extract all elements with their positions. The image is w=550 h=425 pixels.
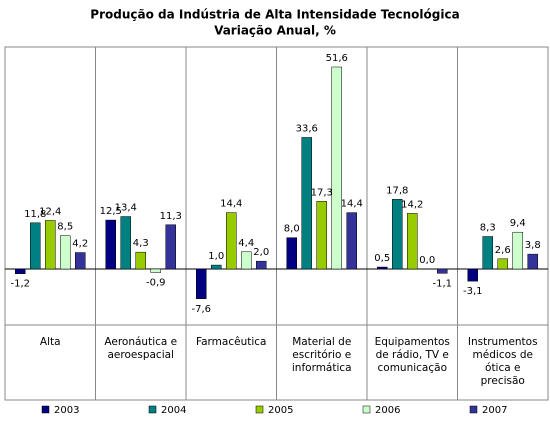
x-tick-label: Instrumentos médicos de ótica e precisão bbox=[467, 336, 538, 387]
value-label: -3,1 bbox=[463, 286, 483, 297]
bar bbox=[527, 253, 538, 270]
x-tick-label: Alta bbox=[39, 336, 61, 348]
bar bbox=[437, 268, 448, 274]
legend-label: 2004 bbox=[161, 405, 186, 416]
bar bbox=[467, 268, 478, 282]
value-label: 2,0 bbox=[253, 247, 269, 258]
legend-marker bbox=[148, 405, 157, 414]
legend-label: 2005 bbox=[268, 405, 293, 416]
value-label: 2,6 bbox=[495, 245, 511, 256]
bar bbox=[105, 219, 116, 270]
value-label: 51,6 bbox=[326, 53, 348, 64]
bar bbox=[346, 212, 357, 270]
bar bbox=[377, 266, 388, 270]
legend-label: 2006 bbox=[375, 405, 400, 416]
bar bbox=[45, 220, 56, 270]
x-tick-label: Farmacêutica bbox=[196, 336, 267, 348]
legend-marker bbox=[362, 405, 371, 414]
bar bbox=[241, 251, 252, 270]
value-label: 8,3 bbox=[480, 223, 496, 234]
bar bbox=[482, 236, 493, 270]
bar bbox=[75, 252, 86, 270]
value-label: 11,8 bbox=[24, 209, 46, 220]
bar bbox=[301, 137, 312, 270]
legend-marker bbox=[255, 405, 264, 414]
legend-label: 2003 bbox=[54, 405, 79, 416]
value-label: 12,4 bbox=[39, 206, 61, 217]
value-label: 0,0 bbox=[419, 255, 435, 266]
bar bbox=[226, 212, 237, 270]
value-label: 8,0 bbox=[284, 224, 300, 235]
value-label: 9,4 bbox=[510, 218, 526, 229]
value-label: 17,3 bbox=[311, 187, 333, 198]
value-label: 8,5 bbox=[57, 222, 73, 233]
bar bbox=[30, 222, 41, 270]
value-label: 14,4 bbox=[220, 199, 242, 210]
bar bbox=[120, 216, 131, 270]
bar bbox=[211, 264, 222, 270]
value-label: -0,9 bbox=[146, 278, 166, 289]
value-label: 1,0 bbox=[208, 251, 224, 262]
value-label: -1,2 bbox=[10, 279, 30, 290]
value-label: 11,3 bbox=[160, 211, 182, 222]
value-label: -1,1 bbox=[432, 278, 452, 289]
value-label: 0,5 bbox=[374, 253, 390, 264]
value-label: 3,8 bbox=[525, 240, 541, 251]
value-label: 4,3 bbox=[133, 238, 149, 249]
bar bbox=[15, 268, 26, 274]
legend-marker bbox=[469, 405, 478, 414]
value-label: 13,4 bbox=[115, 203, 137, 214]
value-label: 4,4 bbox=[238, 238, 254, 249]
bar bbox=[196, 268, 207, 300]
bar bbox=[256, 260, 267, 270]
legend-marker bbox=[41, 405, 50, 414]
value-label: 33,6 bbox=[296, 123, 318, 134]
chart-subtitle: Variação Anual, % bbox=[214, 24, 336, 38]
bar bbox=[135, 251, 146, 270]
x-tick-label: Material de escritório e informática bbox=[291, 336, 352, 374]
bar bbox=[497, 258, 508, 270]
bar bbox=[407, 213, 418, 270]
bar bbox=[286, 237, 297, 270]
x-tick-label: Aeronáutica e aeroespacial bbox=[104, 336, 178, 361]
bar bbox=[150, 268, 161, 273]
value-label: 17,8 bbox=[386, 185, 408, 196]
chart-title: Produção da Indústria de Alta Intensidad… bbox=[90, 8, 459, 22]
bar bbox=[60, 235, 71, 270]
x-tick-label: Equipamentos de rádio, TV e comunicação bbox=[374, 336, 450, 374]
bar bbox=[165, 224, 176, 270]
bar bbox=[392, 199, 403, 270]
bar bbox=[316, 201, 327, 270]
legend-label: 2007 bbox=[482, 405, 507, 416]
value-label: 14,2 bbox=[401, 199, 423, 210]
value-label: 4,2 bbox=[72, 239, 88, 250]
bar bbox=[512, 231, 523, 270]
bar bbox=[331, 66, 342, 270]
value-label: 12,5 bbox=[100, 206, 122, 217]
value-label: 14,4 bbox=[341, 199, 363, 210]
value-label: -7,6 bbox=[191, 304, 211, 315]
